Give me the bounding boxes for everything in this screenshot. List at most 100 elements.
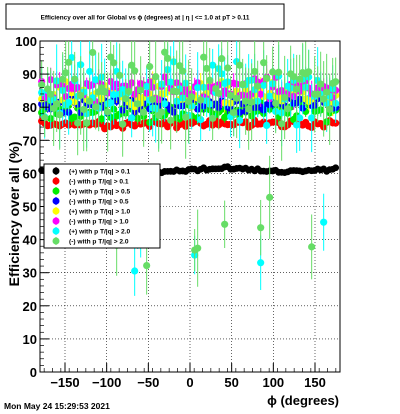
data-point <box>320 218 328 226</box>
data-point <box>122 95 130 103</box>
data-point <box>257 224 265 232</box>
data-point <box>71 75 79 83</box>
data-point <box>77 91 85 100</box>
data-point <box>164 54 172 63</box>
data-point <box>107 99 115 107</box>
data-point <box>284 105 292 113</box>
y-tick-label: 0 <box>30 365 37 380</box>
data-point <box>92 76 100 84</box>
data-point <box>221 220 229 228</box>
data-point <box>197 115 205 124</box>
data-point <box>131 267 139 275</box>
series-7 <box>38 41 340 295</box>
data-point <box>209 61 217 69</box>
y-tick-label: 90 <box>23 67 37 82</box>
data-point <box>281 93 289 102</box>
legend-label: (+) with p T/|q| > 0.5 <box>69 189 131 196</box>
data-point <box>128 114 136 122</box>
data-point <box>308 114 316 122</box>
data-point <box>236 116 244 125</box>
data-point <box>266 92 274 100</box>
x-tick-label: 100 <box>262 375 284 390</box>
data-point <box>203 64 211 73</box>
legend-label: (+) with p T/|q| > 1.0 <box>69 209 131 216</box>
data-point <box>245 105 253 113</box>
x-tick-label: −50 <box>137 375 159 390</box>
x-tick-label: 0 <box>186 375 193 390</box>
data-point <box>41 114 49 122</box>
data-point <box>260 81 268 89</box>
data-point <box>296 114 304 122</box>
legend-marker <box>52 187 60 195</box>
data-point <box>194 244 202 252</box>
data-point <box>200 53 208 61</box>
data-point <box>56 111 64 119</box>
data-point <box>173 88 181 96</box>
data-point <box>182 113 190 121</box>
x-tick-label: −100 <box>92 375 121 390</box>
data-point <box>83 119 91 127</box>
data-point <box>110 59 118 67</box>
data-point <box>38 81 46 89</box>
data-point <box>293 121 301 129</box>
x-tick-label: 150 <box>304 375 326 390</box>
data-point <box>254 82 262 90</box>
data-point <box>215 89 223 97</box>
legend-label: (+) with p T/|q| > 2.0 <box>69 229 131 236</box>
legend-marker <box>52 217 60 225</box>
timestamp: Mon May 24 15:29:53 2021 <box>4 401 110 411</box>
title-box <box>5 3 285 30</box>
data-point <box>305 68 313 76</box>
data-point <box>257 259 265 267</box>
data-point <box>137 86 145 94</box>
data-point <box>314 90 322 98</box>
data-point <box>326 105 334 113</box>
legend-marker <box>52 197 60 205</box>
data-point <box>296 75 304 83</box>
data-point <box>278 120 286 128</box>
data-point <box>101 88 109 96</box>
data-point <box>59 75 67 83</box>
data-point <box>149 95 157 104</box>
data-point <box>146 62 154 71</box>
y-tick-label: 80 <box>23 100 37 115</box>
data-point <box>263 121 271 130</box>
data-point <box>107 53 115 61</box>
data-point <box>242 97 250 105</box>
data-point <box>80 105 88 114</box>
data-point <box>248 98 256 106</box>
data-point <box>320 95 328 103</box>
data-point <box>161 48 169 56</box>
data-point <box>131 67 139 75</box>
data-point <box>86 97 94 105</box>
x-axis-label: ϕ (degrees) <box>267 393 339 408</box>
axes: −150 −100 −50 0 50 100 150 0 10 20 30 40 50 60 70 80 90 1… <box>15 34 337 390</box>
data-point <box>98 115 106 123</box>
data-point <box>125 87 133 95</box>
legend-label: (-) with p T/|q| > 0.5 <box>69 199 129 206</box>
data-point <box>62 69 70 77</box>
data-point <box>275 68 283 76</box>
data-point <box>239 80 247 88</box>
y-tick-label: 30 <box>23 266 37 281</box>
data-point <box>167 78 175 86</box>
y-tick-label: 70 <box>23 133 37 148</box>
data-point <box>161 100 169 108</box>
legend-box <box>43 163 161 249</box>
data-point <box>332 119 340 127</box>
y-tick-label: 60 <box>23 166 37 181</box>
data-point <box>104 108 112 116</box>
data-point <box>89 48 97 57</box>
data-point <box>332 164 340 172</box>
data-point <box>167 116 175 124</box>
data-point <box>134 100 142 108</box>
legend-label: (-) with p T/|q| > 0.1 <box>69 179 129 186</box>
data-point <box>65 98 73 106</box>
data-point <box>140 108 148 116</box>
legend: (+) with p T/|q| > 0.1 (-) with p T/|q| >… <box>43 163 161 249</box>
x-tick-label: −150 <box>50 375 79 390</box>
data-point <box>74 119 82 127</box>
data-point <box>65 58 73 66</box>
legend-label: (-) with p T/|q| > 2.0 <box>69 239 129 246</box>
data-point <box>188 93 196 101</box>
